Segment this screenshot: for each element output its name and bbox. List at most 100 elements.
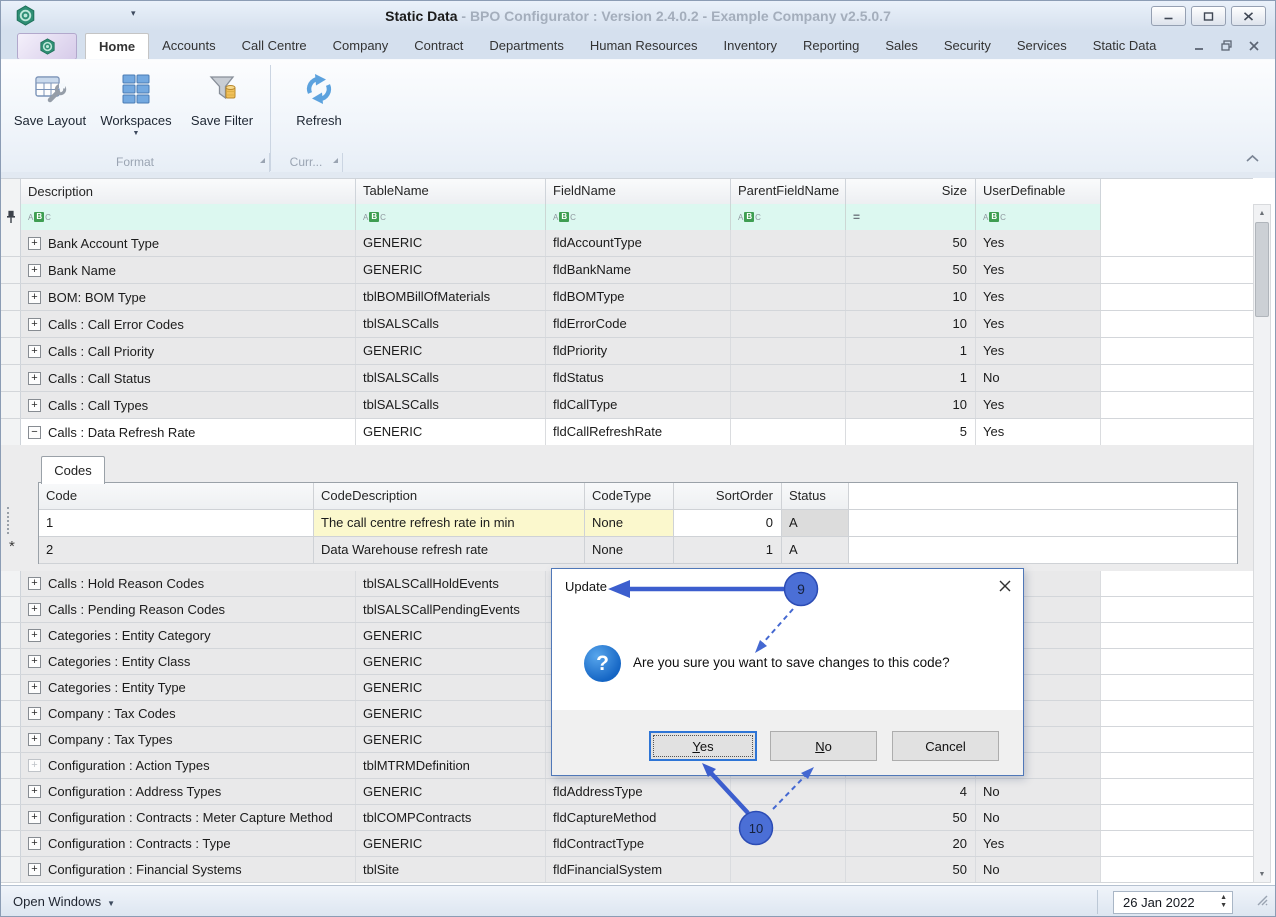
grid-row[interactable]: Calls : Data Refresh Rate GENERICfldCallR…	[1, 419, 1253, 446]
expand-row-icon[interactable]	[28, 317, 41, 331]
subgrid-column-header-code[interactable]: Code	[39, 483, 314, 509]
ribbon-tab-human-resources[interactable]: Human Resources	[589, 38, 698, 53]
expand-row-icon[interactable]	[28, 398, 41, 412]
date-spinner-field[interactable]: 26 Jan 2022 ▲ ▼	[1113, 891, 1233, 914]
status-cell[interactable]: A	[782, 510, 849, 536]
grid-row[interactable]: Configuration : Address Types GENERICfldA…	[1, 779, 1253, 805]
sortorder-cell[interactable]: 0	[674, 510, 782, 536]
collapse-row-icon[interactable]	[28, 425, 41, 439]
code-cell[interactable]: 2	[39, 537, 314, 563]
spin-up-icon[interactable]: ▲	[1220, 894, 1227, 901]
subgrid-row[interactable]: 1 The call centre refresh rate in min None…	[39, 510, 1237, 537]
refresh-button[interactable]: Refresh	[276, 65, 362, 153]
grid-row[interactable]: Configuration : Contracts : Type GENERICf…	[1, 831, 1253, 857]
minimize-button[interactable]	[1151, 6, 1186, 26]
scroll-down-icon[interactable]: ▼	[1258, 870, 1266, 878]
codedescription-cell[interactable]: Data Warehouse refresh rate	[314, 537, 585, 563]
expand-row-icon[interactable]	[28, 344, 41, 358]
expand-row-icon[interactable]	[28, 863, 41, 876]
expand-row-icon[interactable]	[28, 811, 41, 824]
expand-row-icon[interactable]	[28, 629, 41, 642]
ribbon-tab-security[interactable]: Security	[943, 38, 991, 53]
save-layout-button[interactable]: Save Layout	[7, 65, 93, 153]
status-cell[interactable]: A	[782, 537, 849, 563]
detail-drag-handle[interactable]	[7, 507, 9, 534]
detail-tab-codes[interactable]: Codes	[41, 456, 105, 484]
grid-row[interactable]: Calls : Call Types tblSALSCallsfldCallTyp…	[1, 392, 1253, 419]
expand-row-icon[interactable]	[28, 785, 41, 798]
codedescription-cell[interactable]: The call centre refresh rate in min	[314, 510, 585, 536]
subgrid-column-header-codedescription[interactable]: CodeDescription	[314, 483, 585, 509]
expand-row-icon[interactable]	[28, 733, 41, 746]
ribbon-tab-home[interactable]: Home	[85, 33, 150, 59]
expand-row-icon[interactable]	[28, 577, 41, 590]
column-header-fieldname[interactable]: FieldName	[546, 179, 731, 204]
save-filter-button[interactable]: Save Filter	[179, 65, 265, 153]
ribbon-tab-call-centre[interactable]: Call Centre	[241, 38, 307, 53]
collapse-ribbon-icon[interactable]	[1246, 150, 1259, 168]
spin-down-icon[interactable]: ▼	[1220, 902, 1227, 909]
dialog-close-icon[interactable]	[999, 579, 1011, 597]
expand-row-icon[interactable]	[28, 707, 41, 720]
dialog-launcher-icon[interactable]	[258, 151, 266, 169]
expand-row-icon[interactable]	[28, 371, 41, 385]
yes-button[interactable]: Yes	[649, 731, 757, 761]
no-button[interactable]: No	[770, 731, 877, 761]
codetype-cell[interactable]: None	[585, 510, 674, 536]
subgrid-column-header-codetype[interactable]: CodeType	[585, 483, 674, 509]
ribbon-tab-static-data[interactable]: Static Data	[1092, 38, 1157, 53]
column-header-size[interactable]: Size	[846, 179, 976, 204]
mdi-restore-icon[interactable]	[1221, 38, 1232, 56]
ribbon-tab-company[interactable]: Company	[332, 38, 389, 53]
ribbon-tab-departments[interactable]: Departments	[489, 38, 564, 53]
grid-row[interactable]: Configuration : Financial Systems tblSite…	[1, 857, 1253, 883]
subgrid-column-header-sortorder[interactable]: SortOrder	[674, 483, 782, 509]
expand-row-icon[interactable]	[28, 759, 41, 772]
ribbon-tab-services[interactable]: Services	[1016, 38, 1067, 53]
quick-access-dropdown-caret-icon[interactable]: ▾	[131, 8, 136, 18]
dialog-launcher-icon[interactable]	[331, 151, 339, 169]
ribbon-tab-inventory[interactable]: Inventory	[723, 38, 777, 53]
column-header-description[interactable]: Description	[21, 179, 356, 204]
grid-row[interactable]: BOM: BOM Type tblBOMBillOfMaterialsfldBOM…	[1, 284, 1253, 311]
grid-row[interactable]: Calls : Call Status tblSALSCallsfldStatus…	[1, 365, 1253, 392]
scrollbar-thumb[interactable]	[1255, 222, 1269, 317]
mdi-minimize-icon[interactable]	[1194, 38, 1204, 56]
expand-row-icon[interactable]	[28, 837, 41, 850]
column-header-parentfieldname[interactable]: ParentFieldName	[731, 179, 846, 204]
expand-row-icon[interactable]	[28, 290, 41, 304]
open-windows-dropdown[interactable]: Open Windows ▼	[13, 894, 116, 909]
ribbon-tab-sales[interactable]: Sales	[885, 38, 918, 53]
expand-row-icon[interactable]	[28, 236, 41, 250]
ribbon-tab-contract[interactable]: Contract	[414, 38, 464, 53]
application-menu-button[interactable]	[17, 33, 77, 60]
codetype-cell[interactable]: None	[585, 537, 674, 563]
expand-row-icon[interactable]	[28, 263, 41, 277]
resize-grip-icon[interactable]	[1255, 893, 1268, 911]
scroll-up-icon[interactable]: ▲	[1258, 209, 1266, 217]
sortorder-cell[interactable]: 1	[674, 537, 782, 563]
expand-row-icon[interactable]	[28, 603, 41, 616]
mdi-close-icon[interactable]	[1249, 38, 1259, 56]
maximize-button[interactable]	[1191, 6, 1226, 26]
expand-row-icon[interactable]	[28, 681, 41, 694]
column-header-userdefinable[interactable]: UserDefinable	[976, 179, 1101, 204]
code-cell[interactable]: 1	[39, 510, 314, 536]
subgrid-column-header-status[interactable]: Status	[782, 483, 849, 509]
filter-cell-size[interactable]: =	[846, 204, 976, 230]
workspaces-button[interactable]: Workspaces ▼	[93, 65, 179, 153]
column-header-tablename[interactable]: TableName	[356, 179, 546, 204]
subgrid-row[interactable]: 2 Data Warehouse refresh rate None 1 A	[39, 537, 1237, 564]
vertical-scrollbar[interactable]: ▲ ▼	[1253, 204, 1271, 883]
grid-row[interactable]: Configuration : Contracts : Meter Captur…	[1, 805, 1253, 831]
close-button[interactable]	[1231, 6, 1266, 26]
cancel-button[interactable]: Cancel	[892, 731, 999, 761]
expand-row-icon[interactable]	[28, 655, 41, 668]
